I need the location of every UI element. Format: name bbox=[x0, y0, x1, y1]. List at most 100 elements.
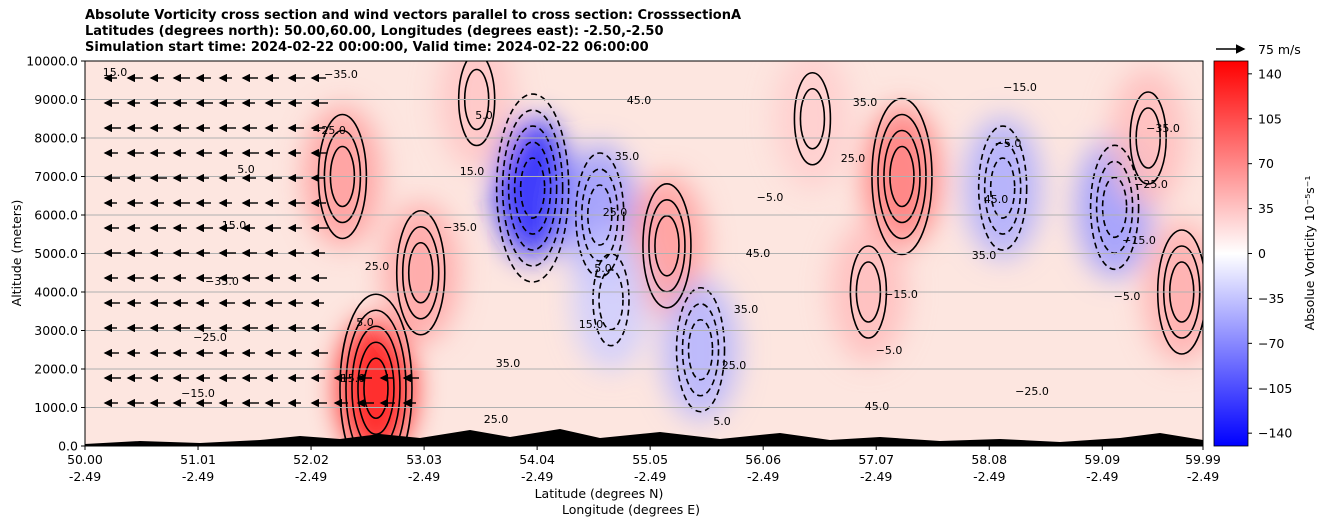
contour-line bbox=[401, 225, 440, 320]
y-tick-label: 1000.0 bbox=[34, 400, 78, 415]
contour-label: 15.0 bbox=[460, 165, 485, 178]
contour-label: 15.0 bbox=[222, 219, 247, 232]
y-tick-label: 5000.0 bbox=[34, 246, 78, 261]
vorticity-field bbox=[304, 61, 1203, 446]
colorbar-gradient bbox=[1213, 60, 1249, 447]
contour-label: 5.0 bbox=[356, 316, 374, 329]
vorticity-feature-7 bbox=[572, 229, 649, 370]
x-axis-label-lat: Latitude (degrees N) bbox=[535, 486, 664, 501]
y-tick-label: 2000.0 bbox=[34, 362, 78, 377]
x-tick-label-lon: -2.49 bbox=[860, 469, 892, 484]
contour-label: 25.0 bbox=[365, 260, 390, 273]
x-tick-label-lon: -2.49 bbox=[69, 469, 101, 484]
y-tick-label: 6000.0 bbox=[34, 208, 78, 223]
contour-line bbox=[681, 302, 720, 397]
wind-vectors bbox=[103, 73, 419, 408]
contour-line bbox=[977, 125, 1028, 251]
contour-label: 45.0 bbox=[984, 193, 1009, 206]
contour-label: 15.0 bbox=[103, 66, 128, 79]
y-tick-label: 10000.0 bbox=[26, 54, 78, 69]
contour-label: 35.0 bbox=[853, 96, 878, 109]
contour-label: 25.0 bbox=[484, 413, 509, 426]
y-axis: 0.0 1000.0 2000.0 3000.0 4000.0 5000.0 6000.0 7… bbox=[26, 54, 85, 454]
x-tick-label-lon: -2.49 bbox=[182, 469, 214, 484]
contour-line bbox=[983, 141, 1022, 235]
colorbar-tick-label: 105 bbox=[1258, 111, 1282, 126]
x-tick-label-lon: -2.49 bbox=[747, 469, 779, 484]
y-tick-label: 3000.0 bbox=[34, 323, 78, 338]
contour-label: −5.0 bbox=[1114, 290, 1141, 303]
contour-line bbox=[501, 109, 564, 267]
contour-line bbox=[507, 125, 558, 251]
colorbar-tick-label: −35 bbox=[1258, 291, 1284, 306]
contour-line bbox=[793, 71, 832, 166]
y-axis-label: Altitude (meters) bbox=[9, 200, 24, 307]
contour-label: −25.0 bbox=[1134, 178, 1168, 191]
contour-label: −15.0 bbox=[181, 387, 215, 400]
contour-labels: 15.0 5.0 25.0 35.0 45.0 −5.0 −15.0 −25.0 −35.0 15… bbox=[103, 66, 1180, 428]
x-tick-label-lat: 55.05 bbox=[632, 452, 668, 467]
contour-label: 35.0 bbox=[496, 357, 521, 370]
x-tick-label-lat: 50.00 bbox=[67, 452, 103, 467]
contour-line bbox=[1089, 144, 1140, 271]
contour-line bbox=[799, 87, 826, 150]
contour-line bbox=[495, 93, 570, 283]
title-line-1: Absolute Vorticity cross section and win… bbox=[85, 8, 742, 23]
contour-label: −25.0 bbox=[193, 331, 227, 344]
contour-label: 5.0 bbox=[594, 262, 612, 275]
vorticity-feature-5 bbox=[628, 175, 705, 316]
colorbar: 140 105 70 35 0 −35 −70 −105 −140 Absolue Vortic… bbox=[1213, 60, 1317, 447]
contour-line bbox=[598, 268, 624, 331]
contour-label: 35.0 bbox=[734, 303, 759, 316]
contour-label: −5.0 bbox=[876, 344, 903, 357]
contour-label: −35.0 bbox=[205, 275, 239, 288]
vorticity-feature-14 bbox=[774, 61, 851, 189]
x-axis: 50.00 -2.49 51.01 -2.49 52.02 -2.49 53.03 -2.49… bbox=[67, 446, 1221, 484]
colorbar-tick-label: 70 bbox=[1258, 156, 1274, 171]
contour-line bbox=[1101, 176, 1128, 239]
contour-label: 5.0 bbox=[475, 109, 493, 122]
contour-line bbox=[989, 157, 1016, 219]
quiver-key-label: 75 m/s bbox=[1258, 42, 1301, 57]
contour-label: −15.0 bbox=[1122, 234, 1156, 247]
contour-line bbox=[592, 252, 630, 347]
contour-label: 15.0 bbox=[341, 372, 366, 385]
contour-label: −35.0 bbox=[1146, 122, 1180, 135]
contour-label: −25.0 bbox=[312, 124, 346, 137]
contour-line bbox=[363, 357, 389, 420]
x-tick-label-lon: -2.49 bbox=[973, 469, 1005, 484]
x-tick-label-lat: 52.02 bbox=[293, 452, 329, 467]
contour-line bbox=[513, 141, 552, 235]
contour-label: 5.0 bbox=[237, 163, 255, 176]
colorbar-ticks: 140 105 70 35 0 −35 −70 −105 −140 bbox=[1248, 66, 1292, 441]
x-tick-label-lat: 59.99 bbox=[1185, 452, 1221, 467]
contour-line bbox=[654, 215, 680, 277]
contour-label: 45.0 bbox=[865, 400, 890, 413]
contour-label: 25.0 bbox=[841, 152, 866, 165]
contour-label: −15.0 bbox=[1003, 81, 1037, 94]
x-tick-label-lat: 54.04 bbox=[519, 452, 555, 467]
chart-title: Absolute Vorticity cross section and win… bbox=[85, 8, 741, 56]
colorbar-label: Absolue Vorticity 10⁻⁵s⁻¹ bbox=[1302, 176, 1317, 331]
contour-label: 25.0 bbox=[722, 359, 747, 372]
contour-line bbox=[395, 209, 446, 336]
contour-label: 35.0 bbox=[615, 150, 640, 163]
colorbar-tick-label: −70 bbox=[1258, 336, 1284, 351]
title-line-2: Latitudes (degrees north): 50.00,60.00, … bbox=[85, 24, 664, 39]
x-tick-label-lat: 53.03 bbox=[406, 452, 442, 467]
x-tick-label-lon: -2.49 bbox=[521, 469, 553, 484]
contour-line bbox=[351, 325, 401, 446]
x-tick-label-lat: 58.08 bbox=[971, 452, 1007, 467]
contour-line bbox=[339, 293, 413, 446]
x-tick-label-lat: 59.09 bbox=[1084, 452, 1120, 467]
contour-line bbox=[642, 183, 692, 309]
vorticity-feature-6 bbox=[662, 279, 739, 420]
contour-line bbox=[357, 341, 395, 436]
y-tick-label: 9000.0 bbox=[34, 92, 78, 107]
y-tick-label: 8000.0 bbox=[34, 131, 78, 146]
contour-label: 45.0 bbox=[627, 94, 652, 107]
contour-label: 15.0 bbox=[579, 318, 604, 331]
contour-line bbox=[345, 309, 407, 446]
contour-label: 25.0 bbox=[603, 206, 628, 219]
x-tick-label-lon: -2.49 bbox=[408, 469, 440, 484]
